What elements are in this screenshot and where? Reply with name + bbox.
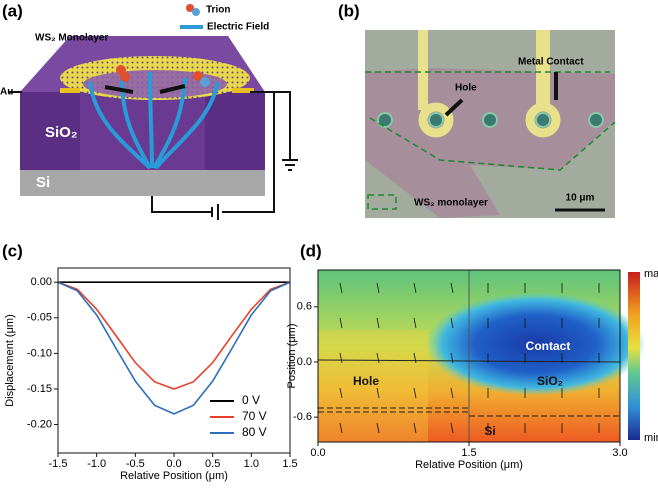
- field-arrow: [376, 282, 380, 294]
- y-tick-label: -0.15: [27, 383, 52, 395]
- panel-label: (d): [300, 241, 322, 260]
- annotation: Si: [484, 424, 495, 438]
- field-arrow: [413, 317, 417, 329]
- field-arrow: [450, 317, 454, 329]
- field-arrow: [413, 282, 417, 294]
- field-arrow: [339, 387, 343, 399]
- field-arrow: [376, 422, 380, 434]
- x-tick-label: -0.5: [126, 458, 145, 470]
- label: SiO₂: [45, 124, 78, 141]
- x-tick-label: 3.0: [612, 447, 627, 459]
- y-tick-label: -0.10: [27, 347, 52, 359]
- panel-label: (a): [2, 1, 23, 20]
- micrograph: Hole Metal Contact WS₂ monolayer 10 μm: [365, 30, 616, 218]
- label: WS₂ monolayer: [414, 198, 488, 209]
- label: 10 μm: [566, 193, 595, 204]
- y-tick-label: 0.00: [31, 276, 52, 288]
- line-series: [57, 281, 291, 390]
- annotation: Hole: [353, 374, 379, 388]
- x-axis-label: Relative Position (μm): [120, 470, 228, 482]
- field-arrow: [413, 352, 417, 364]
- label: Electric Field: [207, 22, 269, 33]
- field-arrow: [376, 317, 380, 329]
- x-tick-label: -1.5: [49, 458, 68, 470]
- legend-label: 70 V: [242, 409, 267, 423]
- field-arrow: [413, 422, 417, 434]
- field-map-left: [318, 330, 428, 442]
- field-arrow: [450, 352, 454, 364]
- field-minimum: [425, 291, 646, 396]
- field-arrow: [376, 352, 380, 364]
- annotation: SiO₂: [537, 374, 563, 388]
- y-tick-label: -0.6: [293, 411, 312, 423]
- field-arrow: [413, 387, 417, 399]
- label: Si: [36, 174, 50, 191]
- field-arrow: [339, 422, 343, 434]
- y-tick-label: -0.20: [27, 418, 52, 430]
- device-diagram: WS₂ Monolayer Trion Electric Field Au Si…: [0, 4, 298, 220]
- x-tick-label: -1.0: [87, 458, 106, 470]
- x-tick-label: 1.5: [282, 458, 297, 470]
- field-arrow: [450, 282, 454, 294]
- x-tick-label: 0.0: [166, 458, 181, 470]
- x-tick-label: 1.5: [461, 447, 476, 459]
- label: Hole: [455, 83, 477, 94]
- region-line: [317, 359, 621, 363]
- label: Trion: [206, 5, 230, 16]
- colorbar: [628, 272, 640, 440]
- field-arrow: [376, 387, 380, 399]
- line-series: [57, 281, 291, 415]
- legend-label: 80 V: [242, 425, 267, 439]
- label: WS₂ Monolayer: [35, 33, 108, 44]
- label: Au: [0, 87, 13, 98]
- structure-lines: [317, 270, 621, 442]
- panel-label: (c): [2, 241, 23, 260]
- y-tick-label: 0.6: [297, 301, 312, 313]
- field-arrow: [450, 387, 454, 399]
- legend-label: 0 V: [242, 393, 260, 407]
- field-arrow: [339, 352, 343, 364]
- field-arrow: [339, 282, 343, 294]
- label: Metal Contact: [518, 57, 584, 68]
- x-tick-label: 1.0: [244, 458, 259, 470]
- x-tick-label: 0.5: [205, 458, 220, 470]
- y-axis-label: Position (μm): [286, 323, 298, 388]
- annotation: Contact: [526, 339, 571, 353]
- colorbar-label: min: [644, 432, 658, 444]
- field-arrow: [450, 422, 454, 434]
- panel-label: (b): [338, 1, 360, 20]
- x-tick-label: 0.0: [310, 447, 325, 459]
- colorbar-label: max: [644, 268, 658, 280]
- y-tick-label: -0.05: [27, 312, 52, 324]
- field-arrow: [339, 317, 343, 329]
- y-tick-label: 0.0: [297, 356, 312, 368]
- x-axis-label: Relative Position (μm): [415, 459, 523, 471]
- y-axis-label: Displacement (μm): [4, 314, 16, 407]
